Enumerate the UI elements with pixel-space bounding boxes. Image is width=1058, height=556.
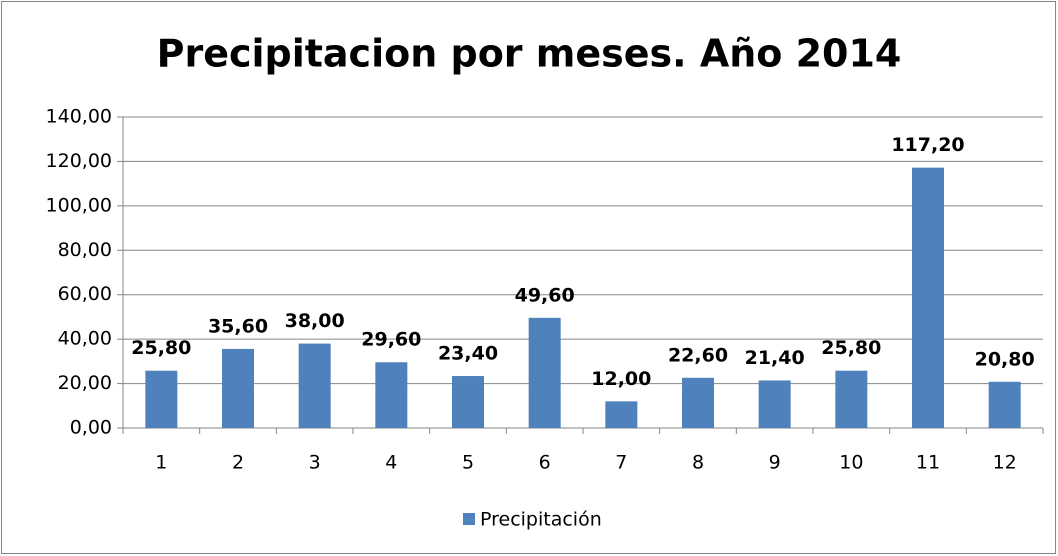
x-tick-label: 9 [769, 452, 781, 474]
x-tick-label: 6 [539, 452, 551, 474]
bar [145, 370, 178, 428]
y-tick-label: 140,00 [46, 106, 112, 128]
x-tick-label: 12 [993, 452, 1017, 474]
data-label: 117,20 [891, 134, 964, 156]
data-label: 22,60 [668, 344, 728, 366]
bar [835, 370, 868, 428]
y-tick-label: 60,00 [58, 283, 112, 305]
bar [452, 376, 484, 428]
bar [375, 362, 408, 428]
chart-title: Precipitacion por meses. Año 2014 [157, 32, 902, 76]
y-tick-label: 120,00 [46, 150, 112, 172]
bar [682, 377, 714, 428]
x-tick-label: 3 [309, 452, 321, 474]
bar [988, 381, 1021, 428]
y-tick-label: 80,00 [58, 239, 112, 261]
bar [298, 343, 331, 428]
data-label: 29,60 [361, 329, 421, 351]
bar [528, 317, 561, 428]
data-label: 23,40 [438, 343, 498, 365]
x-tick-label: 10 [839, 452, 863, 474]
data-label: 49,60 [515, 284, 575, 306]
x-tick-label: 1 [155, 452, 167, 474]
x-tick-label: 4 [385, 452, 397, 474]
y-tick-label: 20,00 [58, 372, 112, 394]
data-label: 25,80 [821, 337, 881, 359]
x-tick-label: 2 [232, 452, 244, 474]
y-tick-label: 0,00 [70, 417, 112, 439]
data-label: 20,80 [975, 348, 1035, 370]
x-tick-label: 7 [615, 452, 627, 474]
y-tick-label: 100,00 [46, 194, 112, 216]
data-label: 12,00 [591, 368, 651, 390]
legend-label: Precipitación [480, 509, 602, 531]
data-label: 38,00 [285, 310, 345, 332]
data-label: 21,40 [745, 347, 805, 369]
x-tick-label: 11 [916, 452, 940, 474]
data-label: 35,60 [208, 315, 268, 337]
bar [605, 401, 638, 428]
legend-swatch [463, 513, 475, 525]
y-tick-label: 40,00 [58, 328, 112, 350]
x-tick-label: 8 [692, 452, 704, 474]
data-label: 25,80 [131, 337, 191, 359]
x-tick-label: 5 [462, 452, 474, 474]
bar [758, 380, 791, 428]
bar [912, 167, 944, 429]
bar [222, 348, 254, 428]
